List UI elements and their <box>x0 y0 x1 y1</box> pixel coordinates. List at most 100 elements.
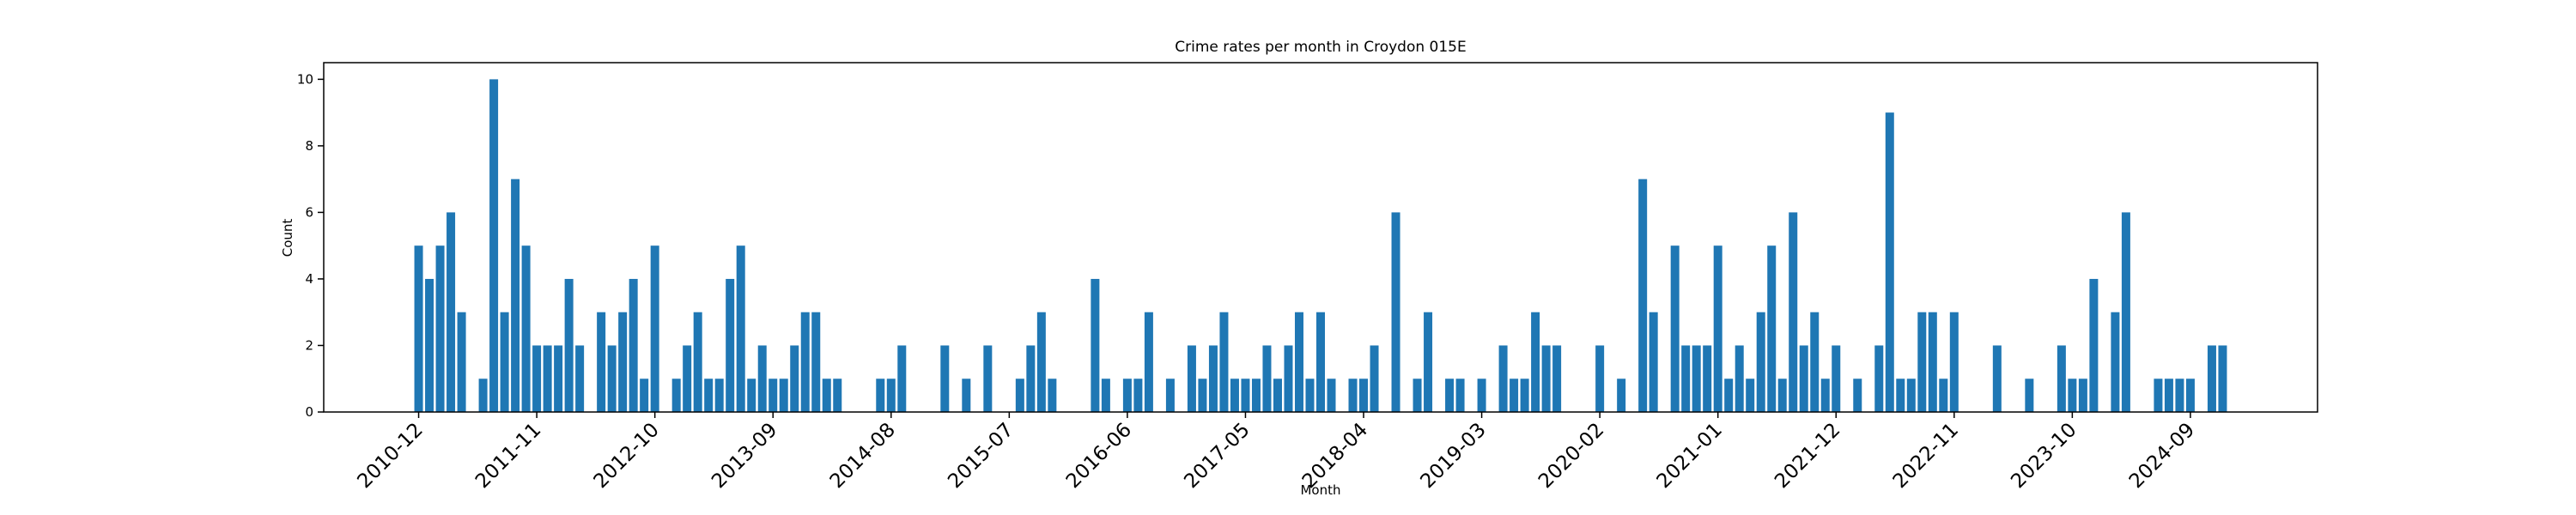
bar <box>693 312 702 412</box>
bar <box>607 345 617 412</box>
bar <box>1928 312 1937 412</box>
bar <box>1262 345 1272 412</box>
bar <box>1531 312 1540 412</box>
bar <box>1552 345 1562 412</box>
bar <box>704 379 714 412</box>
bar <box>1649 312 1658 412</box>
bar <box>1273 379 1282 412</box>
bar <box>2025 379 2034 412</box>
bar <box>1735 345 1744 412</box>
bar <box>1015 379 1024 412</box>
bar <box>618 312 628 412</box>
bar <box>1026 345 1036 412</box>
plot-frame <box>323 62 2318 413</box>
bar <box>683 345 692 412</box>
bar <box>2089 278 2099 412</box>
bar <box>1777 379 1787 412</box>
bar <box>629 278 638 412</box>
bar <box>640 379 649 412</box>
bar <box>435 245 445 412</box>
bar <box>1251 379 1261 412</box>
bar <box>983 345 993 412</box>
bar <box>2057 345 2066 412</box>
bar <box>779 379 788 412</box>
bar <box>1746 379 1755 412</box>
bar <box>2175 379 2184 412</box>
bar <box>1187 345 1196 412</box>
bar <box>575 345 585 412</box>
bar <box>1091 278 1100 412</box>
bar <box>1477 379 1486 412</box>
bar <box>1510 379 1519 412</box>
bar <box>1036 312 1046 412</box>
bar <box>532 345 542 412</box>
bar <box>1348 379 1358 412</box>
bar <box>1048 379 1057 412</box>
bar <box>1101 379 1110 412</box>
bar <box>1681 345 1691 412</box>
y-tick-label: 0 <box>305 404 313 420</box>
bar <box>2068 379 2077 412</box>
bar <box>897 345 907 412</box>
bar <box>425 278 434 412</box>
bar <box>1885 112 1894 412</box>
bar <box>1284 345 1293 412</box>
bar <box>650 245 659 412</box>
bar <box>1122 379 1132 412</box>
bar <box>554 345 563 412</box>
y-tick-label: 2 <box>305 337 313 353</box>
bar <box>1315 312 1326 412</box>
bar <box>1455 379 1465 412</box>
bar <box>597 312 606 412</box>
bar <box>1703 345 1712 412</box>
y-tick-label: 10 <box>297 71 313 87</box>
bar <box>1445 379 1455 412</box>
bar <box>1198 379 1207 412</box>
y-tick-label: 6 <box>305 204 313 220</box>
bar <box>811 312 821 412</box>
bar <box>1713 245 1722 412</box>
y-axis-label: Count <box>280 219 295 258</box>
bar <box>714 379 724 412</box>
bar <box>2154 379 2163 412</box>
bar <box>1305 379 1315 412</box>
bar <box>747 379 756 412</box>
bar <box>1391 212 1400 412</box>
bar <box>671 379 681 412</box>
bar <box>1874 345 1884 412</box>
bar <box>833 379 842 412</box>
bar <box>1520 379 1529 412</box>
chart-title: Crime rates per month in Croydon 015E <box>1175 39 1466 56</box>
bar <box>1241 379 1250 412</box>
bar <box>1939 379 1948 412</box>
bar <box>1992 345 2002 412</box>
bar <box>1144 312 1153 412</box>
bar <box>2121 212 2130 412</box>
bar <box>564 278 574 412</box>
y-tick-label: 8 <box>305 138 313 154</box>
bar <box>1906 379 1916 412</box>
bar <box>1370 345 1379 412</box>
bar <box>1327 379 1336 412</box>
bar <box>1208 345 1218 412</box>
bar <box>489 79 499 412</box>
bar <box>1413 379 1422 412</box>
bar <box>1949 312 1959 412</box>
bar <box>1832 345 1841 412</box>
bar <box>769 379 778 412</box>
bar <box>457 312 466 412</box>
bar <box>2207 345 2216 412</box>
bar <box>736 245 745 412</box>
bar <box>414 245 423 412</box>
bar <box>1638 179 1648 412</box>
bar <box>790 345 799 412</box>
bar <box>500 312 509 412</box>
bar <box>2164 379 2173 412</box>
bar <box>1917 312 1927 412</box>
bar <box>2078 379 2087 412</box>
bar <box>1617 379 1626 412</box>
bar <box>447 212 456 412</box>
bar <box>1133 379 1143 412</box>
bar <box>1595 345 1605 412</box>
